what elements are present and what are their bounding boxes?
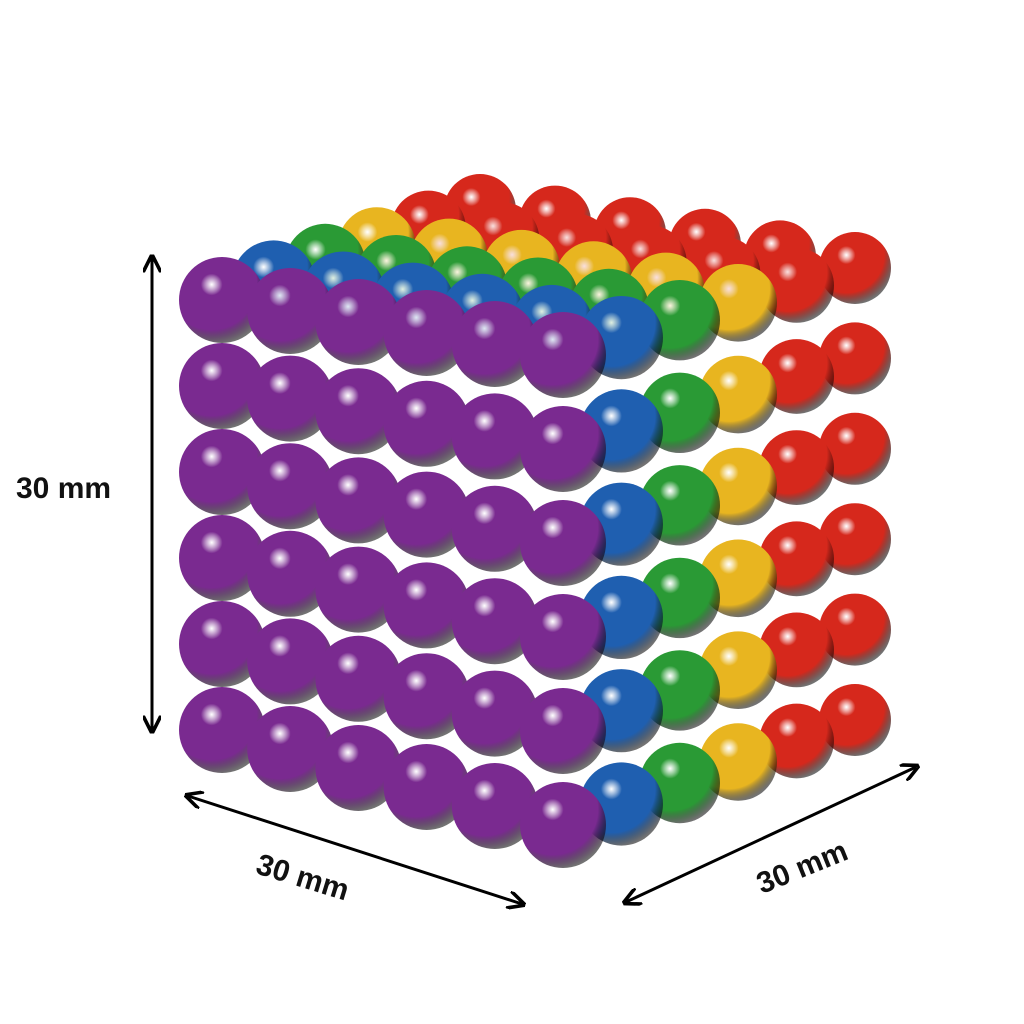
- magnetic-ball: [179, 601, 265, 687]
- magnetic-ball: [247, 268, 334, 354]
- magnetic-ball: [383, 653, 470, 740]
- depth-dimension-arrow: [626, 767, 916, 902]
- magnetic-ball: [520, 312, 606, 398]
- magnetic-ball: [179, 687, 265, 773]
- magnetic-ball: [179, 257, 265, 343]
- magnetic-ball: [520, 688, 606, 774]
- magnetic-ball: [759, 521, 834, 597]
- magnetic-ball: [179, 515, 265, 601]
- magnetic-ball: [520, 500, 606, 586]
- magnetic-ball: [759, 703, 834, 779]
- magnetic-ball: [315, 546, 402, 633]
- magnetic-ball: [520, 782, 606, 868]
- magnetic-ball: [520, 594, 606, 680]
- magnetic-ball: [759, 612, 834, 688]
- magnetic-ball: [315, 635, 402, 722]
- magnetic-ball: [315, 368, 402, 455]
- ball-cube: [179, 174, 891, 868]
- magnetic-ball: [247, 706, 334, 792]
- magnetic-ball: [759, 430, 834, 505]
- magnetic-ball: [383, 290, 470, 376]
- magnetic-ball: [383, 471, 470, 558]
- magnetic-ball: [819, 593, 891, 666]
- magnetic-ball: [819, 684, 891, 756]
- magnetic-ball: [520, 406, 606, 492]
- magnetic-ball: [819, 232, 891, 304]
- height-label: 30 mm: [16, 472, 112, 505]
- magnetic-ball: [383, 380, 470, 467]
- magnetic-ball: [179, 429, 265, 515]
- magnetic-ball: [315, 457, 402, 544]
- magnetic-ball: [179, 343, 265, 429]
- magnetic-ball: [247, 618, 334, 705]
- magnetic-ball: [451, 393, 538, 480]
- magnetic-ball: [451, 485, 538, 572]
- magnetic-ball: [247, 530, 334, 617]
- magnetic-ball: [451, 578, 538, 665]
- magnetic-ball: [247, 355, 334, 442]
- magnetic-ball: [315, 725, 402, 811]
- magnetic-ball: [451, 670, 538, 757]
- magnetic-ball: [247, 443, 334, 530]
- magnetic-ball: [819, 412, 891, 485]
- magnetic-ball: [451, 301, 538, 387]
- magnetic-ball: [759, 339, 834, 414]
- magnetic-ball: [819, 503, 891, 576]
- magnetic-ball: [383, 562, 470, 649]
- width-dimension-arrow: [188, 796, 522, 904]
- magnetic-ball: [315, 279, 402, 365]
- magnetic-ball: [759, 248, 834, 323]
- magnetic-ball: [819, 322, 891, 395]
